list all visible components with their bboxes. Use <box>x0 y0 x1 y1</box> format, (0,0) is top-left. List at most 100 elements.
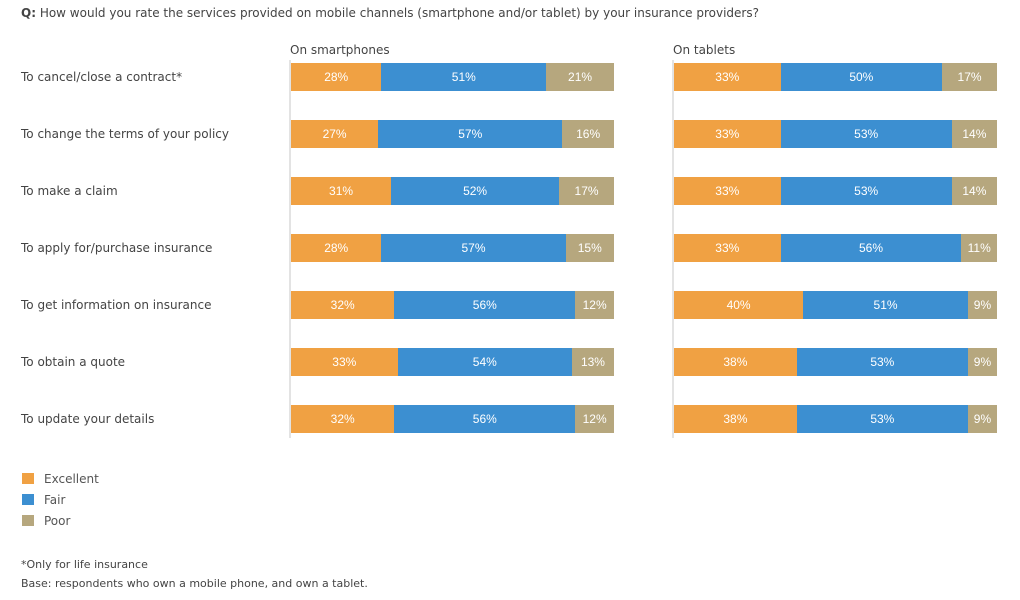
axis-line-tablets <box>672 60 674 438</box>
legend-swatch-fair <box>22 494 34 505</box>
legend-item-poor: Poor <box>22 510 99 531</box>
bar-segment-poor: 15% <box>565 234 614 262</box>
data-label: 56% <box>472 298 497 312</box>
bar-segment-fair: 50% <box>780 63 943 91</box>
bar-tablets-to-obtain-a-quote: 38% 53% 9% <box>674 348 997 376</box>
bar-segment-poor: 17% <box>942 63 997 91</box>
bar-segment-excellent: 33% <box>674 63 781 91</box>
bar-segment-poor: 9% <box>967 348 997 376</box>
bar-segment-excellent: 32% <box>291 405 395 433</box>
legend: Excellent Fair Poor <box>22 468 99 531</box>
bar-segment-fair: 57% <box>381 234 566 262</box>
bar-segment-poor: 13% <box>571 348 614 376</box>
data-label: 9% <box>973 412 992 426</box>
bar-segment-fair: 53% <box>796 348 968 376</box>
data-label: 14% <box>962 184 987 198</box>
bar-segment-excellent: 33% <box>291 348 398 376</box>
category-label-to-make-a-claim: To make a claim <box>21 184 118 198</box>
data-label: 54% <box>472 355 497 369</box>
data-label: 33% <box>715 184 740 198</box>
data-label: 56% <box>472 412 497 426</box>
bar-segment-fair: 52% <box>391 177 560 205</box>
data-label: 17% <box>957 70 982 84</box>
data-label: 51% <box>873 298 898 312</box>
bar-segment-excellent: 27% <box>291 120 379 148</box>
data-label: 15% <box>577 241 602 255</box>
bar-segment-excellent: 32% <box>291 291 395 319</box>
category-label-to-update-your-details: To update your details <box>21 412 155 426</box>
bar-smartphones-to-update-your-details: 32% 56% 12% <box>291 405 614 433</box>
bar-segment-poor: 12% <box>575 291 614 319</box>
category-label-to-get-information-on-insurance: To get information on insurance <box>21 298 212 312</box>
legend-label-excellent: Excellent <box>44 471 99 486</box>
data-label: 57% <box>458 127 483 141</box>
panel-title-smartphones: On smartphones <box>290 43 390 57</box>
footnote-base: Base: respondents who own a mobile phone… <box>21 577 368 590</box>
data-label: 28% <box>324 70 349 84</box>
data-label: 28% <box>324 241 349 255</box>
data-label: 16% <box>576 127 601 141</box>
category-label-to-change-the-terms-of-your-policy: To change the terms of your policy <box>21 127 230 141</box>
bar-segment-fair: 51% <box>803 291 968 319</box>
bar-tablets-to-cancel-close-a-contract: 33% 50% 17% <box>674 63 997 91</box>
legend-label-poor: Poor <box>44 513 71 528</box>
data-label: 27% <box>322 127 347 141</box>
bar-segment-fair: 56% <box>394 405 576 433</box>
bar-segment-poor: 12% <box>575 405 614 433</box>
bar-segment-poor: 9% <box>967 291 997 319</box>
bar-tablets-to-apply-for-purchase-insurance: 33% 56% 11% <box>674 234 997 262</box>
bar-smartphones-to-change-the-terms-of-your-policy: 27% 57% 16% <box>291 120 614 148</box>
bar-segment-poor: 14% <box>951 177 997 205</box>
bar-smartphones-to-make-a-claim: 31% 52% 17% <box>291 177 614 205</box>
data-label: 53% <box>854 184 879 198</box>
bar-segment-excellent: 33% <box>674 120 781 148</box>
bar-segment-excellent: 33% <box>674 177 781 205</box>
footnote-life-insurance: *Only for life insurance <box>21 558 148 571</box>
bar-segment-excellent: 33% <box>674 234 781 262</box>
data-label: 9% <box>973 355 992 369</box>
legend-swatch-poor <box>22 515 34 526</box>
bar-segment-excellent: 40% <box>674 291 804 319</box>
bar-segment-fair: 51% <box>381 63 547 91</box>
bar-segment-poor: 14% <box>951 120 997 148</box>
data-label: 33% <box>715 70 740 84</box>
bar-tablets-to-make-a-claim: 33% 53% 14% <box>674 177 997 205</box>
question-text: Q: How would you rate the services provi… <box>21 6 759 20</box>
axis-line-smartphones <box>289 60 291 438</box>
bar-segment-excellent: 31% <box>291 177 392 205</box>
panel-title-tablets: On tablets <box>673 43 736 57</box>
data-label: 57% <box>461 241 486 255</box>
data-label: 33% <box>715 241 740 255</box>
data-label: 12% <box>582 298 607 312</box>
bar-segment-fair: 57% <box>378 120 563 148</box>
bar-segment-excellent: 28% <box>291 63 382 91</box>
category-label-to-apply-for-purchase-insurance: To apply for/purchase insurance <box>21 241 213 255</box>
data-label: 53% <box>854 127 879 141</box>
bar-segment-poor: 16% <box>562 120 614 148</box>
data-label: 40% <box>726 298 751 312</box>
bar-smartphones-to-apply-for-purchase-insurance: 28% 57% 15% <box>291 234 614 262</box>
data-label: 38% <box>723 355 748 369</box>
bar-segment-fair: 53% <box>796 405 968 433</box>
data-label: 32% <box>330 298 355 312</box>
bar-smartphones-to-cancel-close-a-contract: 28% 51% 21% <box>291 63 614 91</box>
data-label: 21% <box>568 70 593 84</box>
bar-segment-fair: 54% <box>397 348 572 376</box>
bar-segment-poor: 21% <box>546 63 614 91</box>
bar-smartphones-to-obtain-a-quote: 33% 54% 13% <box>291 348 614 376</box>
data-label: 51% <box>451 70 476 84</box>
data-label: 14% <box>962 127 987 141</box>
data-label: 11% <box>967 241 991 255</box>
data-label: 38% <box>723 412 748 426</box>
bar-segment-excellent: 28% <box>291 234 382 262</box>
bar-tablets-to-change-the-terms-of-your-policy: 33% 53% 14% <box>674 120 997 148</box>
question-prefix: Q: <box>21 6 36 20</box>
data-label: 56% <box>859 241 884 255</box>
bar-segment-fair: 56% <box>780 234 962 262</box>
legend-item-excellent: Excellent <box>22 468 99 489</box>
data-label: 12% <box>582 412 607 426</box>
category-label-to-cancel-close-a-contract: To cancel/close a contract* <box>21 70 183 84</box>
data-label: 53% <box>870 412 895 426</box>
bar-segment-poor: 9% <box>967 405 997 433</box>
data-label: 13% <box>580 355 605 369</box>
